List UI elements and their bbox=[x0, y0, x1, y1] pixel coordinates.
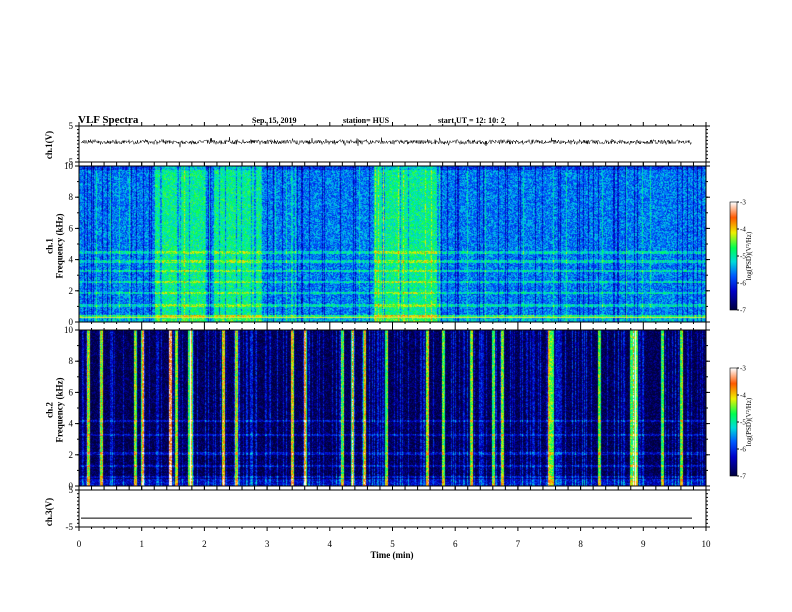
date-label: Sep. 15, 2019 bbox=[252, 116, 296, 125]
ch1-spectrogram-ylabel: ch.1Frequency (kHz) bbox=[44, 213, 64, 278]
start-time-label: start UT = 12: 10: 2 bbox=[438, 116, 505, 125]
x-tick-label: 2 bbox=[202, 539, 207, 549]
ch3-waveform-panel: 5 -5 bbox=[66, 485, 710, 532]
ch1-spectrogram-panel: 0 2 4 6 8 10 bbox=[64, 161, 710, 327]
y-tick-label: 5 bbox=[69, 485, 74, 495]
y-tick-label: 8 bbox=[69, 356, 74, 366]
ylabel-line: ch.2 bbox=[44, 402, 54, 418]
colorbar-tick-label: -4 bbox=[740, 392, 746, 400]
colorbar-label: log(PSD)(V²/Hz) bbox=[745, 231, 753, 280]
ylabel-line: Frequency (kHz) bbox=[54, 377, 64, 442]
colorbar-tick-label: -5 bbox=[740, 419, 746, 427]
y-tick-label: 0 bbox=[69, 481, 74, 491]
y-tick-label: 5 bbox=[69, 121, 74, 131]
y-tick-label: 10 bbox=[64, 161, 74, 171]
y-tick-label: 0 bbox=[69, 317, 74, 327]
panel-frame bbox=[78, 489, 707, 528]
colorbar-tick-label: -7 bbox=[740, 473, 746, 481]
colorbar-tick-label: -7 bbox=[740, 307, 746, 315]
y-tick-label: 6 bbox=[69, 223, 74, 233]
spectrogram-image bbox=[79, 166, 706, 322]
colorbar-label: log(PSD)(V²/Hz) bbox=[745, 397, 753, 446]
y-tick-label: 10 bbox=[64, 325, 74, 335]
y-tick-label: 2 bbox=[69, 286, 74, 296]
x-tick-label: 1 bbox=[139, 539, 144, 549]
ch2-colorbar: -3 -4 -5 -6 -7 log(PSD)(V²/Hz) bbox=[729, 365, 753, 481]
ch2-spectrogram-ylabel: ch.2Frequency (kHz) bbox=[44, 377, 64, 442]
colorbar-tick-label: -3 bbox=[740, 199, 746, 207]
ylabel-line: Frequency (kHz) bbox=[54, 213, 64, 278]
colorbar-tick-label: -6 bbox=[740, 280, 746, 288]
y-tick-label: 4 bbox=[69, 419, 74, 429]
colorbar-gradient bbox=[730, 202, 737, 310]
time-axis: 0 1 2 3 4 5 6 7 8 9 10 bbox=[77, 539, 711, 549]
ch1-waveform-trace bbox=[80, 136, 692, 148]
ch1-waveform-panel: 5 -5 bbox=[66, 121, 710, 167]
ch2-spectrogram-panel: 0 2 4 6 8 10 bbox=[64, 325, 710, 491]
x-tick-label: 10 bbox=[702, 539, 712, 549]
ch1-waveform-ylabel: ch.1(V) bbox=[44, 131, 54, 159]
y-tick-label: 4 bbox=[69, 255, 74, 265]
figure-title: VLF Spectra bbox=[78, 114, 139, 126]
spectrogram-image bbox=[79, 330, 706, 486]
ch1-colorbar: -3 -4 -5 -6 -7 log(PSD)(V²/Hz) bbox=[729, 199, 753, 315]
colorbar-tick-label: -4 bbox=[740, 226, 746, 234]
y-tick-label: 8 bbox=[69, 192, 74, 202]
x-tick-label: 7 bbox=[516, 539, 521, 549]
station-label: station= HUS bbox=[343, 116, 390, 125]
x-tick-label: 9 bbox=[641, 539, 646, 549]
y-tick-label: -5 bbox=[66, 522, 74, 532]
y-tick-label: 2 bbox=[69, 450, 74, 460]
colorbar-tick-label: -6 bbox=[740, 446, 746, 454]
colorbar-tick-label: -5 bbox=[740, 253, 746, 261]
ylabel-line: ch.1 bbox=[44, 238, 54, 254]
ch3-waveform-ylabel: ch.3(V) bbox=[44, 498, 54, 526]
x-tick-label: 3 bbox=[265, 539, 270, 549]
y-tick-label: -5 bbox=[66, 157, 74, 167]
x-tick-label: 6 bbox=[453, 539, 458, 549]
x-tick-label: 5 bbox=[390, 539, 395, 549]
colorbar-tick-label: -3 bbox=[740, 365, 746, 373]
colorbar-gradient bbox=[730, 368, 737, 476]
x-axis-label: Time (min) bbox=[370, 550, 413, 560]
x-tick-label: 0 bbox=[77, 539, 82, 549]
x-tick-label: 8 bbox=[578, 539, 583, 549]
x-tick-label: 4 bbox=[328, 539, 333, 549]
y-tick-label: 6 bbox=[69, 387, 74, 397]
